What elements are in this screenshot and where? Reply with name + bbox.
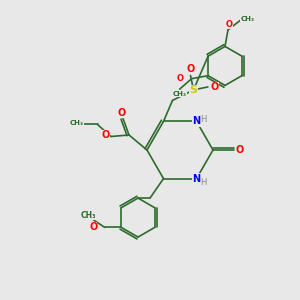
Text: O: O xyxy=(89,222,97,232)
Text: O: O xyxy=(90,223,97,232)
Text: O: O xyxy=(186,64,195,74)
Text: O: O xyxy=(101,130,110,140)
Text: S: S xyxy=(190,85,197,95)
Text: CH₃: CH₃ xyxy=(70,120,83,126)
Text: H: H xyxy=(200,178,206,187)
Text: CH₃: CH₃ xyxy=(241,16,254,22)
Text: CH₃: CH₃ xyxy=(172,91,187,97)
Text: O: O xyxy=(235,145,244,155)
Text: O: O xyxy=(210,82,219,92)
Text: N: N xyxy=(192,174,201,184)
Text: O: O xyxy=(117,107,126,118)
Text: O: O xyxy=(226,20,233,29)
Text: H: H xyxy=(200,116,206,124)
Text: O: O xyxy=(177,74,184,83)
Text: CH₃: CH₃ xyxy=(80,211,96,220)
Text: N: N xyxy=(192,116,201,126)
